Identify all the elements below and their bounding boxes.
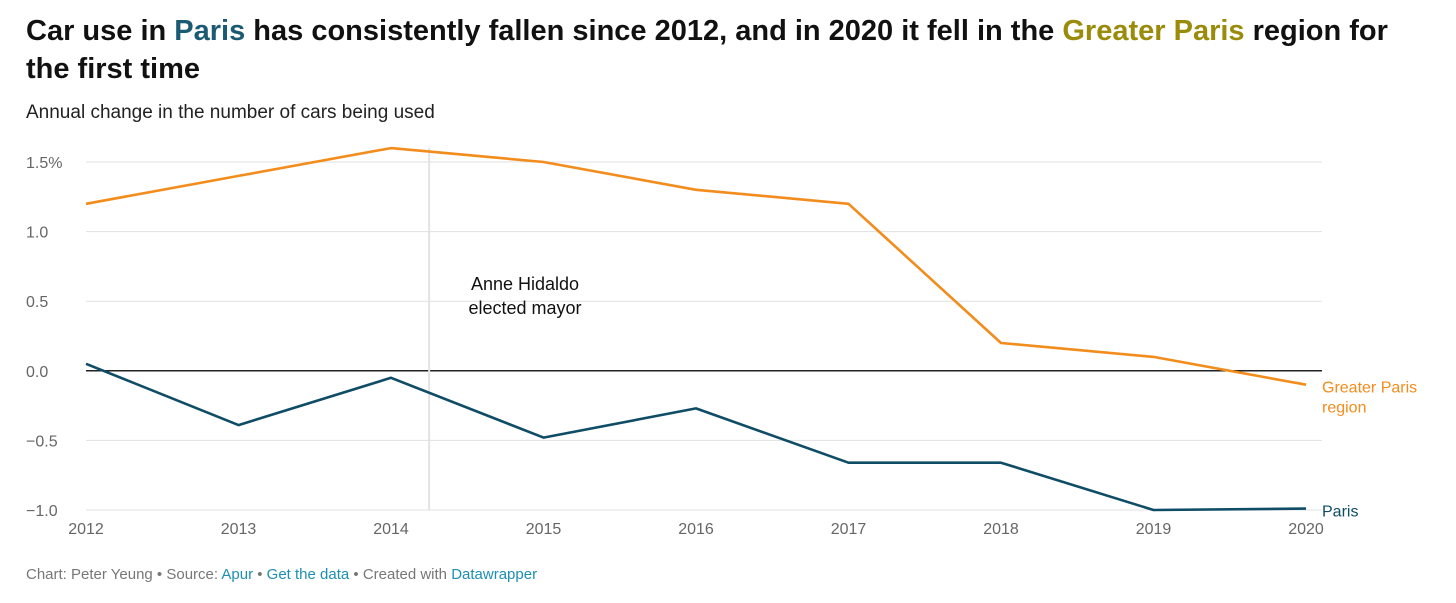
x-tick-label: 2013: [221, 521, 257, 538]
datawrapper-link[interactable]: Datawrapper: [451, 566, 538, 583]
x-tick-label: 2017: [831, 521, 867, 538]
y-tick-label: −0.5: [26, 433, 58, 450]
x-tick-label: 2019: [1136, 521, 1172, 538]
title-middle: has consistently fallen since 2012, and …: [245, 15, 1063, 47]
title-paris: Paris: [174, 15, 246, 47]
annotation-text: elected mayor: [468, 298, 581, 318]
series-label: region: [1322, 400, 1366, 417]
chart-title: Car use in Paris has consistently fallen…: [26, 12, 1436, 88]
footer-sep: •: [253, 566, 267, 583]
y-tick-label: 0.5: [26, 294, 48, 311]
title-suffix: region for the first time: [26, 15, 1388, 85]
title-greater-paris: Greater Paris: [1062, 15, 1245, 47]
x-tick-label: 2020: [1288, 521, 1324, 538]
footer-sep-source: • Source:: [152, 566, 222, 583]
footer-sep-tool: • Created with: [349, 566, 452, 583]
y-tick-label: 0.0: [26, 364, 48, 381]
get-data-link[interactable]: Get the data: [266, 566, 350, 583]
chart-footer: Chart: Peter Yeung • Source: Apur • Get …: [26, 566, 537, 583]
y-tick-label: −1.0: [26, 503, 58, 520]
source-link[interactable]: Apur: [221, 566, 254, 583]
x-tick-label: 2018: [983, 521, 1019, 538]
line-chart: 1.5% 1.0 0.5 0.0 −0.5 −1.0 2012 2013 2014 2015 201…: [26, 146, 1417, 538]
y-tick-label: 1.0: [26, 225, 48, 242]
x-tick-label: 2015: [526, 521, 562, 538]
chart-subtitle: Annual change in the number of cars bein…: [26, 102, 435, 123]
series-line: [85, 362, 1307, 512]
y-tick-label: 1.5%: [26, 155, 62, 172]
x-tick-label: 2012: [68, 521, 104, 538]
x-tick-label: 2014: [373, 521, 409, 538]
series-label: Greater Paris: [1322, 380, 1417, 397]
title-prefix: Car use in: [26, 15, 175, 47]
footer-credit: Chart: Peter Yeung: [26, 566, 153, 583]
x-tick-label: 2016: [678, 521, 714, 538]
series-line: [85, 146, 1307, 386]
annotation-text: Anne Hidaldo: [471, 274, 579, 294]
series-label: Paris: [1322, 504, 1358, 521]
